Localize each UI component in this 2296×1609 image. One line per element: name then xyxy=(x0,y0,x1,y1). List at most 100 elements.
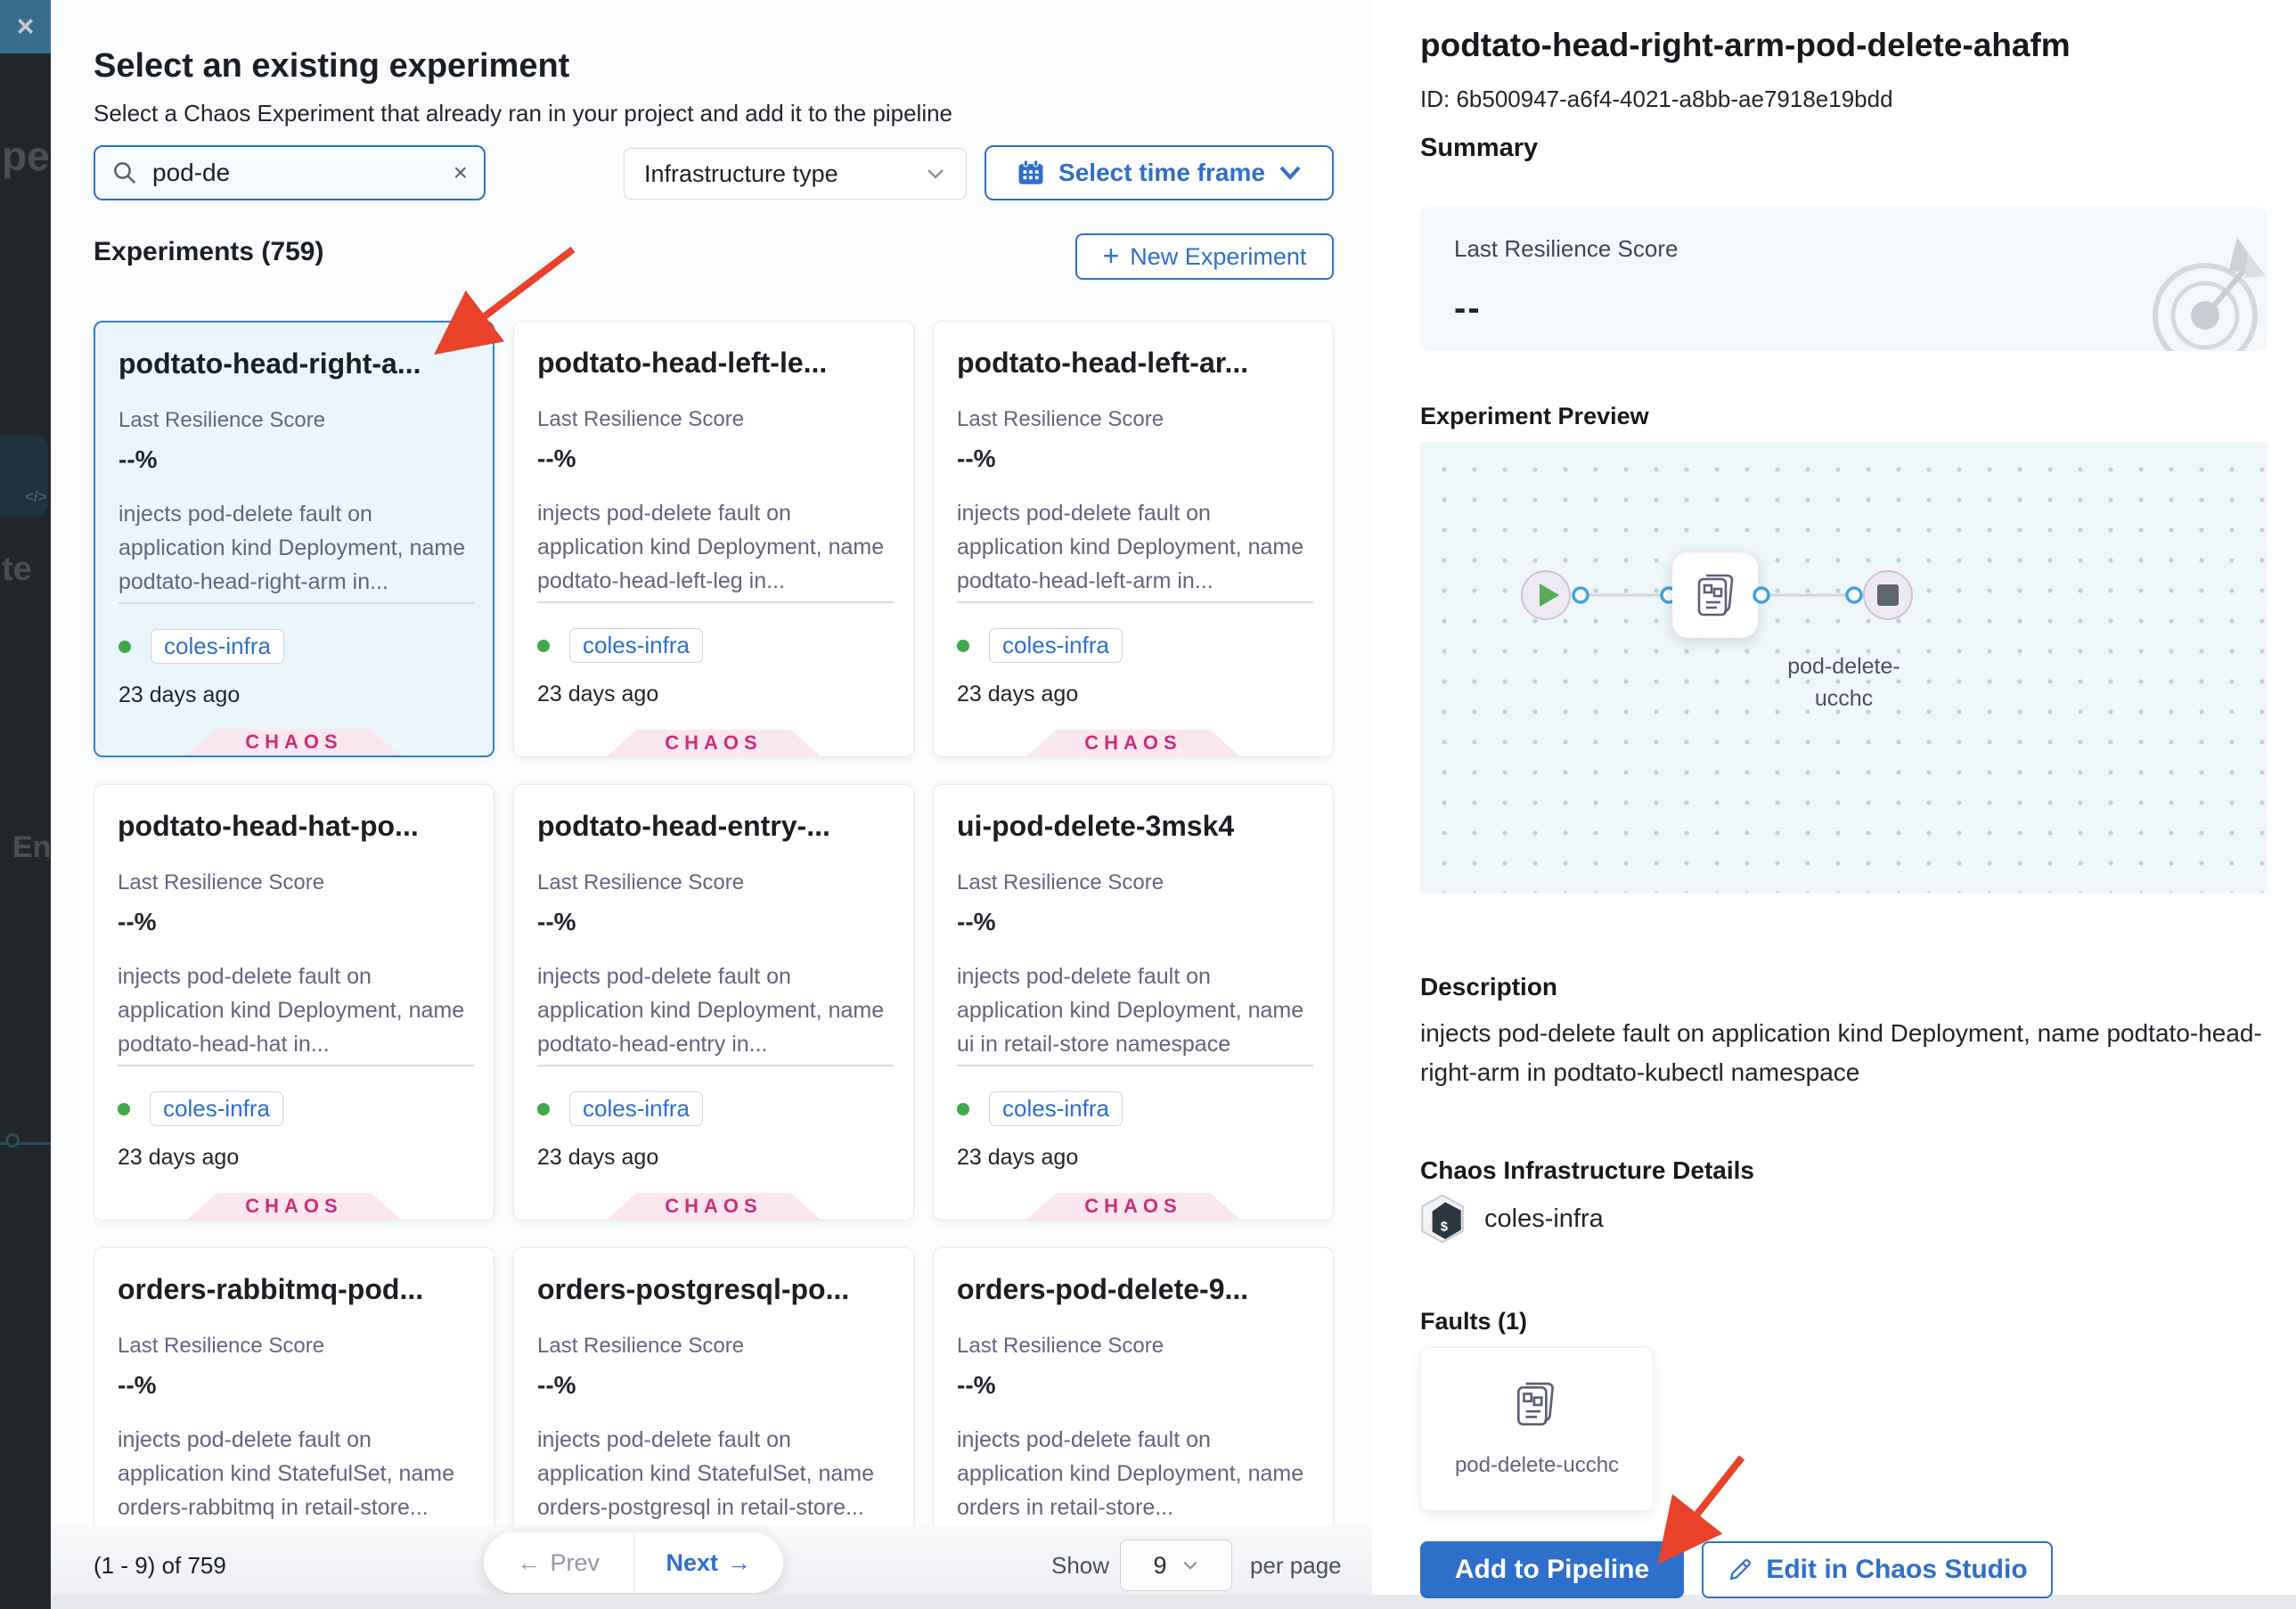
score-value: --% xyxy=(537,908,576,935)
infra-chip[interactable]: coles-infra xyxy=(150,1091,283,1126)
experiment-card[interactable]: orders-postgresql-po... Last Resilience … xyxy=(513,1247,914,1525)
score-value: --% xyxy=(957,908,996,935)
prev-page-button[interactable]: ← Prev xyxy=(484,1532,633,1593)
fault-name: pod-delete-ucchc xyxy=(1454,1453,1620,1477)
score-value: --% xyxy=(957,445,996,472)
score-label: Last Resilience Score xyxy=(118,870,325,894)
last-run-time: 23 days ago xyxy=(537,682,659,706)
experiment-description: injects pod-delete fault on application … xyxy=(537,960,894,1066)
search-box: × xyxy=(94,145,486,200)
new-experiment-button[interactable]: + New Experiment xyxy=(1075,233,1334,280)
select-time-frame-button[interactable]: Select time frame xyxy=(985,145,1334,200)
edit-in-chaos-studio-button[interactable]: Edit in Chaos Studio xyxy=(1702,1541,2053,1598)
calendar-icon xyxy=(1018,159,1043,184)
last-run-time: 23 days ago xyxy=(957,682,1079,706)
experiment-card[interactable]: podtato-head-right-a... Last Resilience … xyxy=(94,321,494,757)
score-label: Last Resilience Score xyxy=(537,407,745,431)
experiment-card-title: ui-pod-delete-3msk4 xyxy=(957,810,1235,842)
score-label: Last Resilience Score xyxy=(957,1334,1164,1358)
experiment-card[interactable]: podtato-head-left-le... Last Resilience … xyxy=(513,321,914,757)
experiment-card[interactable]: ui-pod-delete-3msk4 Last Resilience Scor… xyxy=(933,784,1334,1221)
experiment-card-title: podtato-head-right-a... xyxy=(118,347,421,380)
search-input[interactable] xyxy=(151,158,441,188)
show-label: Show xyxy=(1051,1552,1110,1579)
svg-text:$: $ xyxy=(1441,1220,1448,1234)
chaos-badge: CHAOS xyxy=(1026,730,1240,756)
edit-in-chaos-studio-label: Edit in Chaos Studio xyxy=(1766,1555,2028,1584)
infra-status-dot xyxy=(537,639,550,652)
score-value: --% xyxy=(537,1371,576,1399)
experiment-card-title: podtato-head-left-ar... xyxy=(957,347,1249,379)
chaos-badge: CHAOS xyxy=(607,730,821,756)
experiment-description: injects pod-delete fault on application … xyxy=(957,1423,1313,1525)
infrastructure-details-heading: Chaos Infrastructure Details xyxy=(1420,1156,1754,1184)
experiment-description: injects pod-delete fault on application … xyxy=(957,960,1313,1066)
experiment-description: injects pod-delete fault on application … xyxy=(118,1423,474,1525)
pagination-bar: (1 - 9) of 759 ← Prev Next → Show 9 pe xyxy=(51,1525,1372,1609)
experiment-detail-panel: podtato-head-right-arm-pod-delete-ahafm … xyxy=(1372,0,2296,1598)
infrastructure-type-select[interactable]: Infrastructure type xyxy=(624,148,967,200)
new-experiment-label: New Experiment xyxy=(1130,242,1307,270)
score-value: -- xyxy=(1454,289,1482,328)
score-label: Last Resilience Score xyxy=(118,408,326,432)
infrastructure-type-label: Infrastructure type xyxy=(644,159,838,187)
infra-status-dot xyxy=(957,639,969,652)
experiment-card[interactable]: podtato-head-left-ar... Last Resilience … xyxy=(933,321,1334,757)
page-size-select[interactable]: 9 xyxy=(1120,1540,1232,1591)
page-size-value: 9 xyxy=(1153,1551,1167,1579)
infra-chip[interactable]: coles-infra xyxy=(151,629,284,664)
experiment-card[interactable]: podtato-head-entry-... Last Resilience S… xyxy=(513,784,914,1221)
pagination-range: (1 - 9) of 759 xyxy=(94,1552,226,1579)
experiment-description: injects pod-delete fault on application … xyxy=(118,960,474,1066)
resilience-score-card: Last Resilience Score -- xyxy=(1420,207,2267,351)
close-icon[interactable]: × xyxy=(0,0,51,53)
experiment-card[interactable]: podtato-head-hat-po... Last Resilience S… xyxy=(94,784,494,1221)
chevron-down-icon xyxy=(1279,166,1301,180)
add-to-pipeline-button[interactable]: Add to Pipeline xyxy=(1420,1541,1684,1598)
experiment-description: injects pod-delete fault on application … xyxy=(537,1423,894,1525)
select-experiment-modal: Select an existing experiment Select a C… xyxy=(51,0,2296,1609)
arrow-right-icon: → xyxy=(727,1548,752,1576)
last-run-time: 23 days ago xyxy=(118,682,241,707)
infrastructure-icon: $ xyxy=(1421,1194,1464,1244)
experiment-card[interactable]: orders-rabbitmq-pod... Last Resilience S… xyxy=(94,1247,494,1525)
fault-node xyxy=(1672,552,1758,638)
stop-icon xyxy=(1877,584,1899,606)
description-text: injects pod-delete fault on application … xyxy=(1420,1019,2262,1086)
last-run-time: 23 days ago xyxy=(957,1145,1079,1170)
infra-chip[interactable]: coles-infra xyxy=(989,1091,1123,1126)
clear-search-icon[interactable]: × xyxy=(453,159,468,186)
experiment-preview-canvas: pod-delete- ucchc xyxy=(1420,442,2267,893)
background-page-strip: peli </> te En × xyxy=(0,0,51,1609)
select-time-frame-label: Select time frame xyxy=(1058,159,1265,186)
score-label: Last Resilience Score xyxy=(1454,235,1679,262)
experiment-card-title: podtato-head-hat-po... xyxy=(118,810,419,842)
play-icon xyxy=(1540,584,1559,607)
chevron-down-icon xyxy=(927,169,944,179)
start-node xyxy=(1521,570,1571,620)
bottom-strip xyxy=(51,1595,2296,1609)
fault-card[interactable]: pod-delete-ucchc xyxy=(1420,1347,1654,1511)
experiment-card-title: podtato-head-entry-... xyxy=(537,810,830,842)
description-heading: Description xyxy=(1420,973,1558,1001)
target-illustration xyxy=(2153,237,2266,351)
score-label: Last Resilience Score xyxy=(537,1334,745,1358)
infrastructure-name: coles-infra xyxy=(1484,1204,1604,1233)
infra-status-dot xyxy=(118,1102,130,1115)
next-page-button[interactable]: Next → xyxy=(634,1532,784,1593)
score-value: --% xyxy=(118,1371,157,1399)
summary-heading: Summary xyxy=(1420,134,1539,162)
experiments-count-heading: Experiments (759) xyxy=(94,237,324,266)
chevron-down-icon xyxy=(1183,1561,1197,1570)
infra-chip[interactable]: coles-infra xyxy=(569,628,703,663)
fault-node-label: ucchc xyxy=(1814,686,1874,711)
chaos-badge: CHAOS xyxy=(1026,1193,1240,1220)
infra-chip[interactable]: coles-infra xyxy=(569,1091,703,1126)
infra-status-dot xyxy=(118,640,131,653)
pager: ← Prev Next → xyxy=(484,1532,783,1593)
last-run-time: 23 days ago xyxy=(118,1145,240,1170)
experiment-card[interactable]: orders-pod-delete-9... Last Resilience S… xyxy=(933,1247,1334,1525)
infra-chip[interactable]: coles-infra xyxy=(989,628,1123,663)
infrastructure-row: $ coles-infra xyxy=(1420,1194,1604,1244)
